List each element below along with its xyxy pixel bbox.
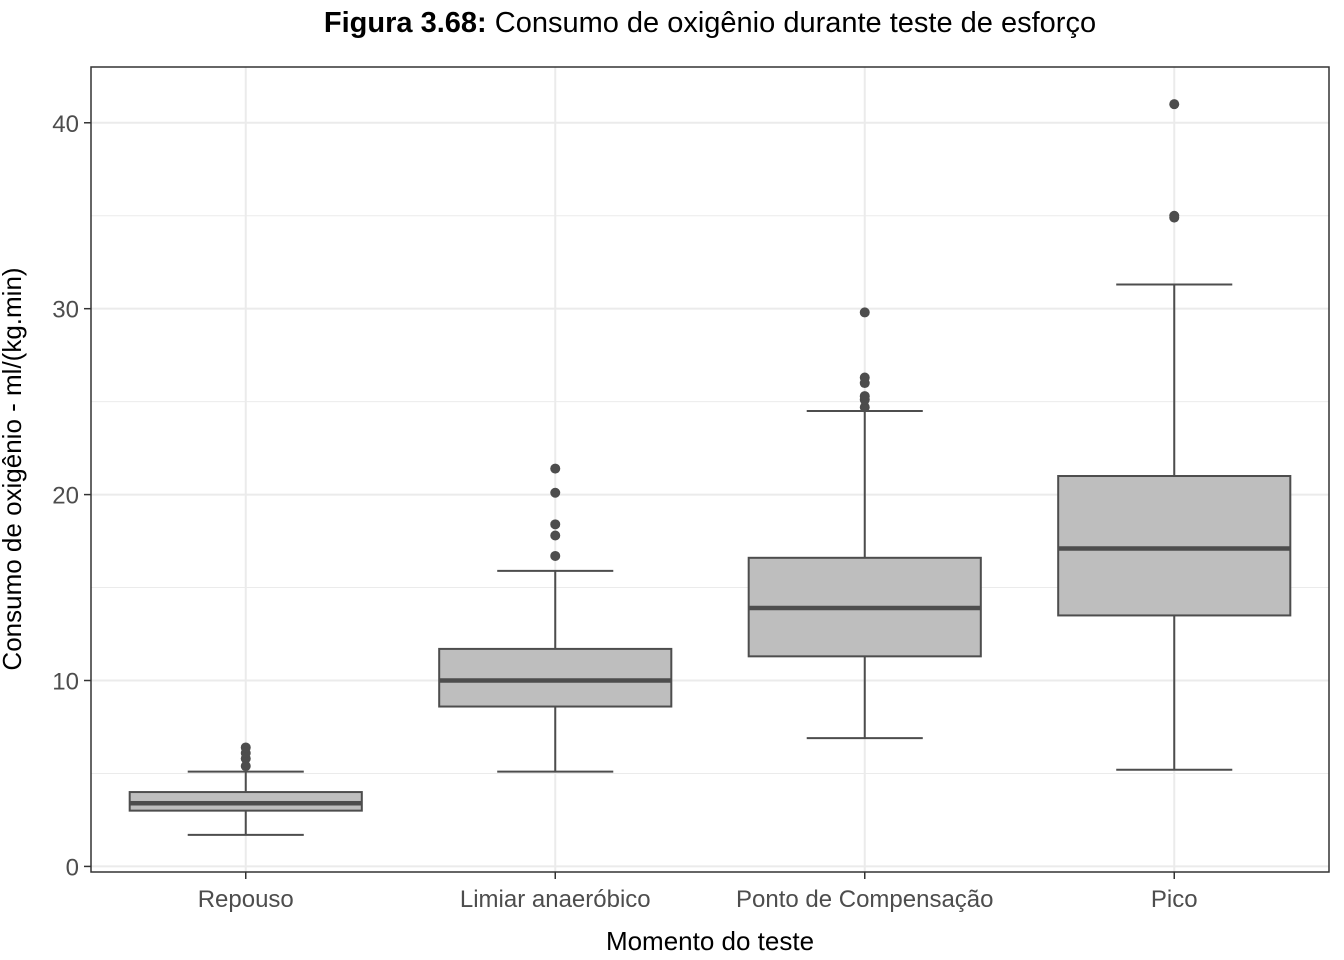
outlier-point <box>550 530 561 541</box>
outlier-point <box>859 307 870 318</box>
chart-title-bold: Figura 3.68: <box>324 7 487 39</box>
outlier-point <box>550 550 561 561</box>
panel-background <box>91 67 1329 872</box>
outlier-point <box>550 487 561 498</box>
y-tick-label: 30 <box>52 297 79 324</box>
y-tick-label: 0 <box>66 854 79 881</box>
outlier-point <box>1169 99 1180 110</box>
y-tick-label: 20 <box>52 483 79 510</box>
outlier-point <box>550 463 561 474</box>
panel-border <box>90 66 1330 873</box>
box-iqr <box>438 647 673 708</box>
x-tick-label: Ponto de Compensação <box>736 886 994 913</box>
outlier-point <box>550 519 561 530</box>
x-tick-label: Pico <box>1151 886 1198 913</box>
box-iqr <box>1057 475 1292 617</box>
outlier-point <box>240 742 251 753</box>
box-group-1 <box>438 463 673 773</box>
y-tick-label: 40 <box>52 111 79 138</box>
outlier-point <box>859 402 870 413</box>
box-group-2 <box>747 307 982 740</box>
outlier-point <box>859 372 870 383</box>
outlier-point <box>240 761 251 772</box>
chart-title: Figura 3.68: Consumo de oxigênio durante… <box>324 7 1096 39</box>
x-tick-label: Limiar anaeróbico <box>460 886 651 913</box>
y-axis-title: Consumo de oxigênio - ml/(kg.min) <box>0 267 27 670</box>
y-tick-label: 10 <box>52 669 79 696</box>
x-axis-title: Momento do teste <box>606 926 814 956</box>
chart-title-rest: Consumo de oxigênio durante teste de esf… <box>487 7 1096 39</box>
outlier-point <box>859 391 870 402</box>
box-group-3 <box>1057 99 1292 771</box>
boxes <box>128 99 1292 836</box>
box-group-0 <box>128 742 363 836</box>
outlier-point <box>1169 210 1180 221</box>
grid <box>91 67 1329 872</box>
x-tick-label: Repouso <box>198 886 294 913</box>
axes: 0 10 20 30 40 Repouso Limiar anaeróbico Ponto d… <box>52 111 1197 913</box>
